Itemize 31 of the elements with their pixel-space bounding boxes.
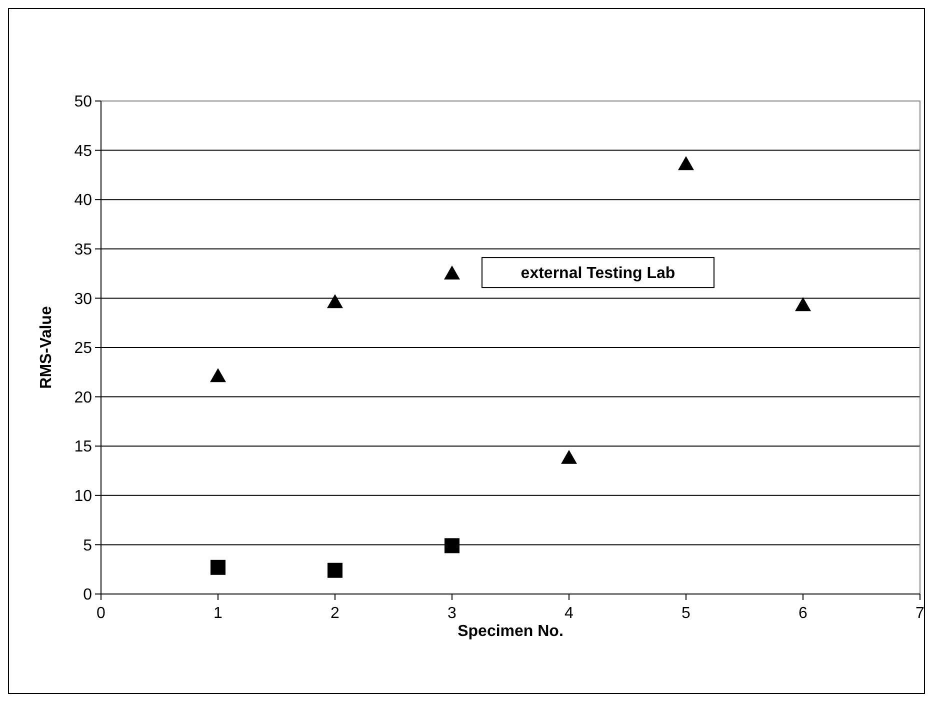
x-tick-label: 4 [564,605,574,622]
y-tick-label: 25 [74,340,92,358]
y-tick-label: 20 [74,389,92,406]
point [561,450,577,464]
y-tick-label: 15 [74,438,92,456]
x-tick-label: 2 [330,605,340,622]
y-tick-label: 0 [83,586,92,604]
x-tick-label: 3 [448,605,457,622]
y-tick-label: 50 [74,94,92,111]
y-tick-label: 30 [74,290,92,308]
point [444,538,460,554]
y-axis-title: RMS-Value [38,306,55,389]
point [210,368,226,382]
x-tick-label: 6 [798,605,808,622]
y-tick-label: 35 [74,242,92,258]
x-tick-label: 0 [96,605,106,622]
point [328,562,342,578]
point [678,156,694,170]
point [795,297,811,312]
y-tick-label: 45 [74,142,92,160]
y-tick-label: 40 [74,192,92,210]
text: external Testing Lab [520,265,676,282]
x-axis-title: Specimen No. [458,623,564,640]
point [327,294,343,308]
x-tick-label: 7 [916,605,925,622]
x-tick-label: 5 [682,605,691,622]
y-tick-label: 10 [74,488,92,505]
x-tick-label: 1 [214,605,223,622]
point [210,560,226,575]
point [444,266,460,280]
y-tick-label: 5 [83,537,92,554]
